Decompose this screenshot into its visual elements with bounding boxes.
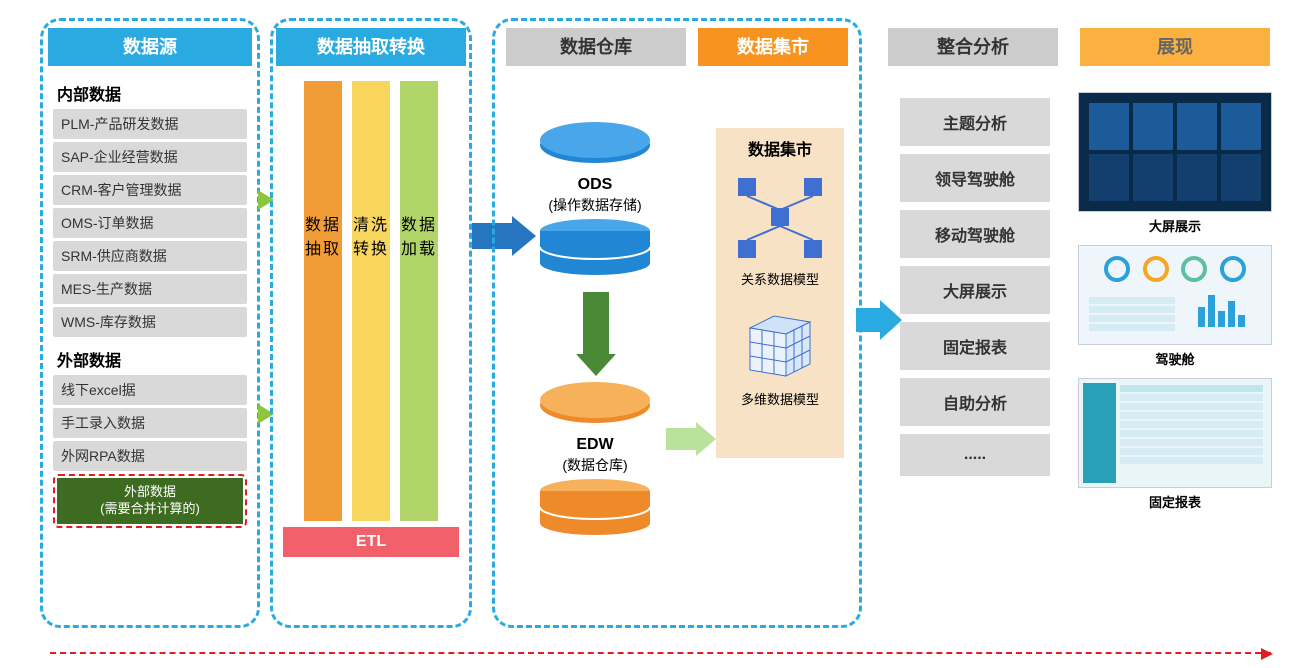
external-list: 线下excel据 手工录入数据 外网RPA数据 — [49, 375, 251, 471]
etl-footer: ETL — [283, 527, 459, 557]
db-top-icon — [530, 120, 660, 170]
bar-clean: 清洗转换 — [352, 81, 390, 521]
analysis-item: ..... — [900, 434, 1050, 476]
panel-present: 大屏展示 驾驶舱 固定报表 — [1078, 92, 1272, 521]
db-bottom-icon — [530, 477, 660, 537]
analysis-item: 固定报表 — [900, 322, 1050, 370]
rel-model-label: 关系数据模型 — [726, 269, 834, 288]
highlight-external: 外部数据(需要合并计算的) — [53, 474, 247, 528]
caption-dashboard: 驾驶舱 — [1078, 349, 1272, 368]
panel-analysis: 主题分析 领导驾驶舱 移动驾驶舱 大屏展示 固定报表 自助分析 ..... — [900, 90, 1050, 484]
internal-title: 内部数据 — [49, 81, 251, 105]
timeline-arrow — [50, 652, 1271, 654]
analysis-item: 自助分析 — [900, 378, 1050, 426]
cube-model-label: 多维数据模型 — [726, 389, 834, 408]
cube-model-icon — [740, 306, 820, 386]
header-present: 展现 — [1080, 28, 1270, 66]
box-source: 内部数据 PLM-产品研发数据 SAP-企业经营数据 CRM-客户管理数据 OM… — [40, 18, 260, 628]
analysis-item: 主题分析 — [900, 98, 1050, 146]
etl-bars: 数据抽取 清洗转换 数据加载 — [283, 81, 459, 521]
list-item: PLM-产品研发数据 — [53, 109, 247, 139]
db-top-icon — [530, 380, 660, 430]
stage-analysis-header: 整合分析 — [888, 28, 1058, 76]
list-item: MES-生产数据 — [53, 274, 247, 304]
edw-label: EDW(数据仓库) — [530, 435, 660, 477]
box-etl: 数据抽取 清洗转换 数据加载 ETL — [270, 18, 472, 628]
thumb-bigscreen — [1078, 92, 1272, 212]
db-bottom-icon — [530, 217, 660, 277]
highlight-item: 外部数据(需要合并计算的) — [57, 478, 243, 524]
stage-present-header: 展现 — [1080, 28, 1270, 76]
internal-list: PLM-产品研发数据 SAP-企业经营数据 CRM-客户管理数据 OMS-订单数… — [49, 109, 251, 337]
list-item: 外网RPA数据 — [53, 441, 247, 471]
list-item: OMS-订单数据 — [53, 208, 247, 238]
list-item: SRM-供应商数据 — [53, 241, 247, 271]
external-title: 外部数据 — [49, 347, 251, 371]
panel-dm: 数据集市 关系数据模型 多维数据模型 — [716, 128, 844, 458]
analysis-item: 大屏展示 — [900, 266, 1050, 314]
thumb-dashboard — [1078, 245, 1272, 345]
db-edw: EDW(数据仓库) — [530, 380, 660, 542]
list-item: WMS-库存数据 — [53, 307, 247, 337]
list-item: SAP-企业经营数据 — [53, 142, 247, 172]
bar-load: 数据加载 — [400, 81, 438, 521]
list-item: 手工录入数据 — [53, 408, 247, 438]
caption-bigscreen: 大屏展示 — [1078, 216, 1272, 235]
rel-model-icon — [730, 170, 830, 266]
analysis-item: 领导驾驶舱 — [900, 154, 1050, 202]
bar-extract: 数据抽取 — [304, 81, 342, 521]
db-ods: ODS(操作数据存储) — [530, 120, 660, 282]
list-item: CRM-客户管理数据 — [53, 175, 247, 205]
header-analysis: 整合分析 — [888, 28, 1058, 66]
list-item: 线下excel据 — [53, 375, 247, 405]
dm-panel-title: 数据集市 — [726, 136, 834, 160]
analysis-item: 移动驾驶舱 — [900, 210, 1050, 258]
ods-label: ODS(操作数据存储) — [530, 175, 660, 217]
thumb-report — [1078, 378, 1272, 488]
caption-report: 固定报表 — [1078, 492, 1272, 511]
